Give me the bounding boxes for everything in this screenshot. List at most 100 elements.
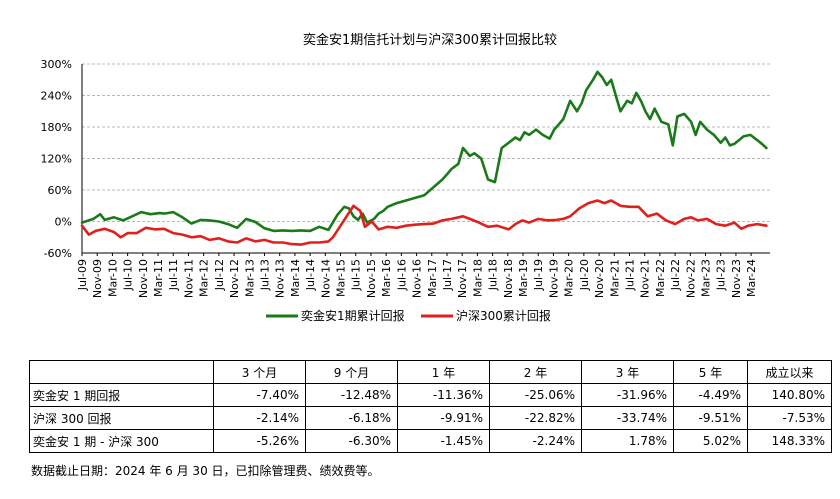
table-cell: 148.33%: [747, 429, 832, 453]
x-tick-label: Jul-12: [213, 259, 226, 291]
row-label: 沪深 300 回报: [29, 406, 214, 430]
x-tick-label: Jul-16: [395, 259, 408, 291]
series-lines: [80, 70, 768, 246]
table-cell: -9.51%: [673, 406, 748, 430]
x-tick-label: Mar-11: [152, 259, 165, 297]
table-cell: -6.30%: [305, 429, 398, 453]
chart: 奕金安1期信托计划与沪深300累计回报比较 300% 240% 180% 120% 60…: [41, 32, 770, 323]
y-tick-label: 0%: [55, 216, 72, 229]
grid: [82, 63, 770, 222]
x-tick-label: Nov-17: [456, 259, 469, 298]
x-tick-label: Nov-18: [502, 259, 515, 298]
table-row: 沪深 300 回报 -2.14% -6.18% -9.91% -22.82% -…: [29, 406, 832, 430]
x-tick-label: Jul-10: [122, 259, 135, 291]
x-tick-label: Jul-13: [258, 259, 271, 291]
table-header-cell: 9 个月: [305, 360, 398, 384]
series-line-2: [80, 199, 768, 246]
x-tick-label: Nov-14: [319, 259, 332, 298]
table-cell: 1.78%: [581, 429, 674, 453]
y-tick-label: -60%: [44, 247, 72, 260]
y-tick-label: 60%: [48, 184, 72, 197]
x-tick-label: Nov-22: [684, 259, 697, 298]
x-tick-label: Mar-20: [563, 259, 576, 297]
x-tick-label: Nov-16: [411, 259, 424, 298]
legend-label-series-1: 奕金安1期累计回报: [301, 308, 405, 323]
x-tick-label: Mar-22: [654, 259, 667, 297]
x-tick-label: Jul-22: [669, 259, 682, 291]
row-label: 奕金安 1 期 - 沪深 300: [29, 429, 214, 453]
table-cell: 140.80%: [747, 383, 832, 407]
table-cell: -11.36%: [397, 383, 490, 407]
y-tick-label: 180%: [41, 121, 72, 134]
x-tick-label: Nov-23: [730, 259, 743, 298]
x-tick-label: Nov-15: [365, 259, 378, 298]
table-header-cell: [29, 360, 214, 384]
table-header-row: 3 个月 9 个月 1 年 2 年 3 年 5 年 成立以来: [29, 360, 832, 384]
table-cell: -2.24%: [489, 429, 582, 453]
y-tick-label: 300%: [41, 58, 72, 71]
table-cell: -12.48%: [305, 383, 398, 407]
table-cell: -1.45%: [397, 429, 490, 453]
legend: 奕金安1期累计回报 沪深300累计回报: [266, 308, 551, 323]
x-tick-label: Nov-13: [274, 259, 287, 298]
x-tick-label: Jul-15: [350, 259, 363, 291]
table-header-cell: 5 年: [673, 360, 748, 384]
x-tick-label: Jul-17: [441, 259, 454, 291]
table-cell: -25.06%: [489, 383, 582, 407]
axes: 300%240%180%120%60%0%-60%Jul-09 Nov-09 Mar…: [41, 58, 770, 298]
x-tick-label: Jul-11: [167, 259, 180, 291]
x-tick-label: Jul-18: [487, 259, 500, 291]
table-header-cell: 1 年: [397, 360, 490, 384]
table-header-cell: 2 年: [489, 360, 582, 384]
x-tick-label: Jul-20: [578, 259, 591, 291]
footnote: 数据截止日期：2024 年 6 月 30 日，已扣除管理费、绩效费等。: [31, 464, 380, 478]
x-tick-label: Mar-16: [380, 259, 393, 297]
y-tick-label: 120%: [41, 153, 72, 166]
returns-table: 3 个月 9 个月 1 年 2 年 3 年 5 年 成立以来 奕金安 1 期回报…: [29, 360, 832, 453]
chart-title: 奕金安1期信托计划与沪深300累计回报比较: [303, 32, 557, 48]
x-tick-label: Nov-21: [639, 259, 652, 298]
table-cell: -4.49%: [673, 383, 748, 407]
table-cell: -33.74%: [581, 406, 674, 430]
x-tick-label: Mar-12: [198, 259, 211, 297]
legend-label-series-2: 沪深300累计回报: [456, 308, 551, 323]
table-row: 奕金安 1 期 - 沪深 300 -5.26% -6.30% -1.45% -2…: [29, 429, 832, 453]
series-line-1: [80, 70, 768, 233]
x-tick-label: Jul-21: [623, 259, 636, 291]
x-tick-label: Nov-10: [137, 259, 150, 298]
x-tick-label: Mar-24: [745, 259, 758, 297]
table-cell: -7.40%: [213, 383, 306, 407]
table-cell: -22.82%: [489, 406, 582, 430]
table-cell: 5.02%: [673, 429, 748, 453]
table-row: 奕金安 1 期回报 -7.40% -12.48% -11.36% -25.06%…: [29, 383, 832, 407]
table-cell: -5.26%: [213, 429, 306, 453]
x-tick-label: Mar-21: [608, 259, 621, 297]
table-cell: -7.53%: [747, 406, 832, 430]
table-cell: -2.14%: [213, 406, 306, 430]
row-label: 奕金安 1 期回报: [29, 383, 214, 407]
x-tick-label: Nov-11: [182, 259, 195, 298]
table-cell: -9.91%: [397, 406, 490, 430]
table-header-cell: 成立以来: [747, 360, 832, 384]
x-tick-label: Mar-17: [426, 259, 439, 297]
table-cell: -6.18%: [305, 406, 398, 430]
x-tick-label: Nov-19: [547, 259, 560, 298]
x-tick-label: Mar-19: [517, 259, 530, 297]
x-tick-label: Mar-15: [335, 259, 348, 297]
x-tick-label: Nov-12: [228, 259, 241, 298]
x-tick-label: Mar-14: [289, 259, 302, 297]
x-tick-label: Mar-18: [471, 259, 484, 297]
x-tick-label: Nov-20: [593, 259, 606, 298]
x-tick-label: Mar-23: [700, 259, 713, 297]
table-cell: -31.96%: [581, 383, 674, 407]
x-tick-label: Jul-09: [76, 259, 89, 291]
x-tick-label: Nov-09: [91, 259, 104, 298]
x-tick-label: Jul-14: [304, 259, 317, 291]
x-tick-label: Jul-19: [532, 259, 545, 291]
x-tick-label: Jul-23: [715, 259, 728, 291]
y-tick-label: 240%: [41, 90, 72, 103]
table-header-cell: 3 个月: [213, 360, 306, 384]
table-header-cell: 3 年: [581, 360, 674, 384]
x-tick-label: Mar-13: [243, 259, 256, 297]
x-tick-label: Mar-10: [106, 259, 119, 297]
